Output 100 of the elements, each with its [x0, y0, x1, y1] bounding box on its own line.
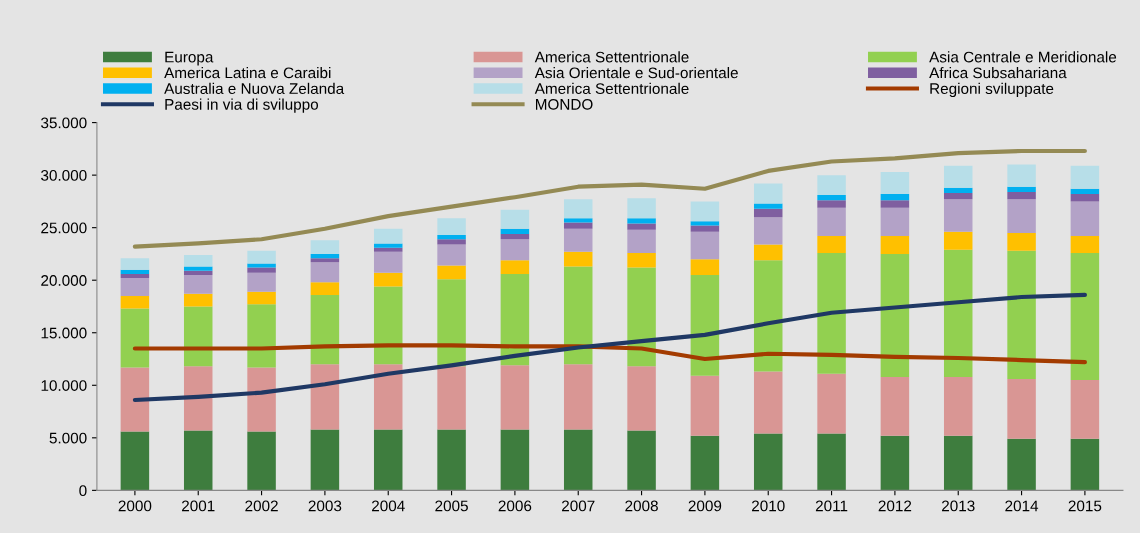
bar: [120, 273, 150, 279]
bar: [943, 165, 973, 188]
bar: [247, 304, 276, 368]
bar: [437, 366, 466, 430]
bar: [1007, 378, 1036, 439]
bar: [880, 194, 910, 201]
bar: [120, 269, 150, 274]
bar: [943, 231, 973, 250]
bar: [373, 364, 403, 430]
y-tick-label: 20.000: [41, 275, 87, 286]
bar: [563, 218, 593, 223]
bar: [943, 187, 973, 193]
bar: [563, 228, 593, 252]
bar: [500, 260, 530, 274]
bar: [1070, 165, 1100, 189]
bar: [563, 364, 593, 430]
bar: [373, 272, 403, 287]
bar: [1007, 164, 1036, 187]
bar: [373, 429, 403, 491]
bar: [1070, 188, 1100, 195]
bar: [247, 250, 276, 264]
bar: [753, 208, 783, 218]
bar: [817, 195, 846, 201]
bar: [753, 433, 783, 491]
legend-label: Europa: [165, 51, 214, 66]
bar: [500, 209, 530, 229]
x-tick-label: 2001: [182, 500, 215, 512]
bar: [310, 282, 340, 295]
bar: [373, 286, 403, 365]
bar: [943, 435, 973, 491]
legend-label: MONDO: [535, 98, 593, 110]
bar: [247, 272, 276, 292]
bar: [183, 266, 213, 271]
x-tick-label: 2014: [1005, 500, 1039, 512]
bar: [183, 270, 213, 275]
bar: [690, 201, 720, 222]
y-tick-label: 30.000: [41, 170, 87, 181]
bar: [183, 366, 213, 431]
bar: [880, 171, 910, 195]
bar: [690, 225, 720, 232]
bar: [943, 376, 973, 436]
bar: [120, 258, 150, 270]
x-tick-label: 2013: [942, 500, 975, 512]
x-tick-label: 2007: [562, 500, 595, 512]
x-tick-label: 2009: [688, 500, 722, 512]
y-tick-label: 0: [79, 485, 87, 497]
bar: [563, 266, 593, 365]
x-tick-label: 2011: [815, 500, 848, 512]
bar: [753, 183, 783, 204]
x-tick-label: 2004: [372, 500, 405, 512]
bar: [817, 200, 846, 208]
bar: [943, 192, 973, 200]
bar: [563, 199, 593, 219]
bar: [310, 294, 340, 365]
y-tick-label: 25.000: [41, 222, 87, 234]
bar: [627, 198, 656, 219]
bar: [627, 366, 656, 431]
bar: [120, 367, 150, 432]
legend-label: Asia Centrale e Meridionale: [929, 51, 1117, 63]
bar: [247, 267, 276, 273]
line-series: [132, 148, 1087, 249]
bar: [817, 175, 846, 196]
bar: [1070, 438, 1100, 491]
bar: [310, 364, 340, 430]
bar: [120, 431, 150, 491]
legend-label: America Latina e Caraibi: [164, 67, 331, 79]
bar: [310, 262, 340, 283]
bar: [627, 218, 656, 224]
bar: [1007, 191, 1036, 200]
bar: [880, 200, 910, 208]
bar: [753, 260, 783, 372]
bar: [183, 274, 213, 294]
bar: [563, 251, 593, 267]
bar: [627, 267, 656, 367]
x-tick-label: 2003: [308, 500, 342, 512]
x-tick-label: 2000: [118, 500, 152, 512]
bar: [373, 243, 403, 248]
x-tick-label: 2012: [878, 500, 912, 512]
x-tick-label: 2006: [498, 500, 532, 512]
bar: [690, 435, 720, 491]
bar: [1070, 380, 1100, 439]
bar: [310, 258, 340, 263]
bar: [690, 274, 720, 376]
x-tick-label: 2008: [625, 500, 658, 512]
bar: [753, 203, 783, 209]
bar: [183, 254, 213, 267]
bar: [627, 229, 656, 253]
bar: [373, 247, 403, 252]
bar: [690, 221, 720, 226]
bar: [627, 223, 656, 230]
x-tick-label: 2005: [435, 500, 468, 512]
bar: [1007, 186, 1036, 192]
bar: [880, 376, 910, 436]
bar: [437, 218, 466, 236]
bar: [880, 435, 910, 491]
bar: [437, 265, 466, 280]
bar: [500, 429, 530, 491]
bar: [753, 217, 783, 245]
bar: [120, 295, 150, 309]
bar: [817, 236, 846, 253]
